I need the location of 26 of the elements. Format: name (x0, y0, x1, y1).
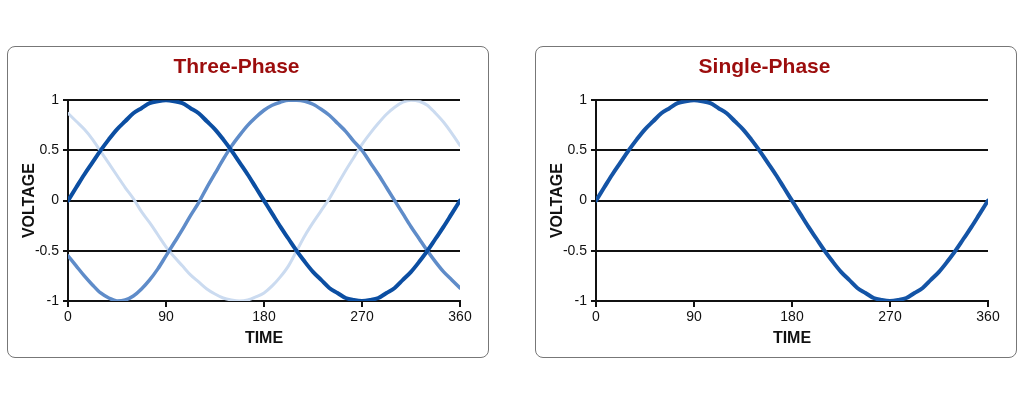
y-tick-label: -1 (574, 291, 588, 308)
chart-title: Single-Phase (698, 54, 831, 78)
x-axis-title: TIME (244, 328, 284, 346)
y-axis-title: VOLTAGE (20, 162, 38, 239)
y-tick-label: 0 (579, 191, 588, 208)
y-tick-label: -0.5 (562, 241, 588, 258)
y-tick-label: 1 (579, 91, 588, 108)
y-tick-label: -1 (46, 291, 60, 308)
x-tick-label: 90 (686, 308, 702, 325)
x-tick-label: 360 (448, 308, 472, 325)
y-tick-label: 0.5 (567, 141, 588, 158)
x-axis-title: TIME (772, 328, 812, 346)
y-tick-label: 1 (51, 91, 60, 108)
x-tick-label: 360 (976, 308, 1000, 325)
x-tick-label: 0 (592, 308, 601, 325)
x-tick-label: 270 (350, 308, 374, 325)
x-tick-label: 0 (64, 308, 73, 325)
x-tick-label: 180 (780, 308, 804, 325)
y-tick-label: 0.5 (39, 141, 60, 158)
x-tick-label: 270 (878, 308, 902, 325)
y-axis-title: VOLTAGE (548, 162, 566, 239)
x-tick-label: 180 (252, 308, 276, 325)
y-tick-label: -0.5 (34, 241, 60, 258)
x-tick-label: 90 (158, 308, 174, 325)
chart-title: Three-Phase (173, 54, 300, 78)
y-tick-label: 0 (51, 191, 60, 208)
